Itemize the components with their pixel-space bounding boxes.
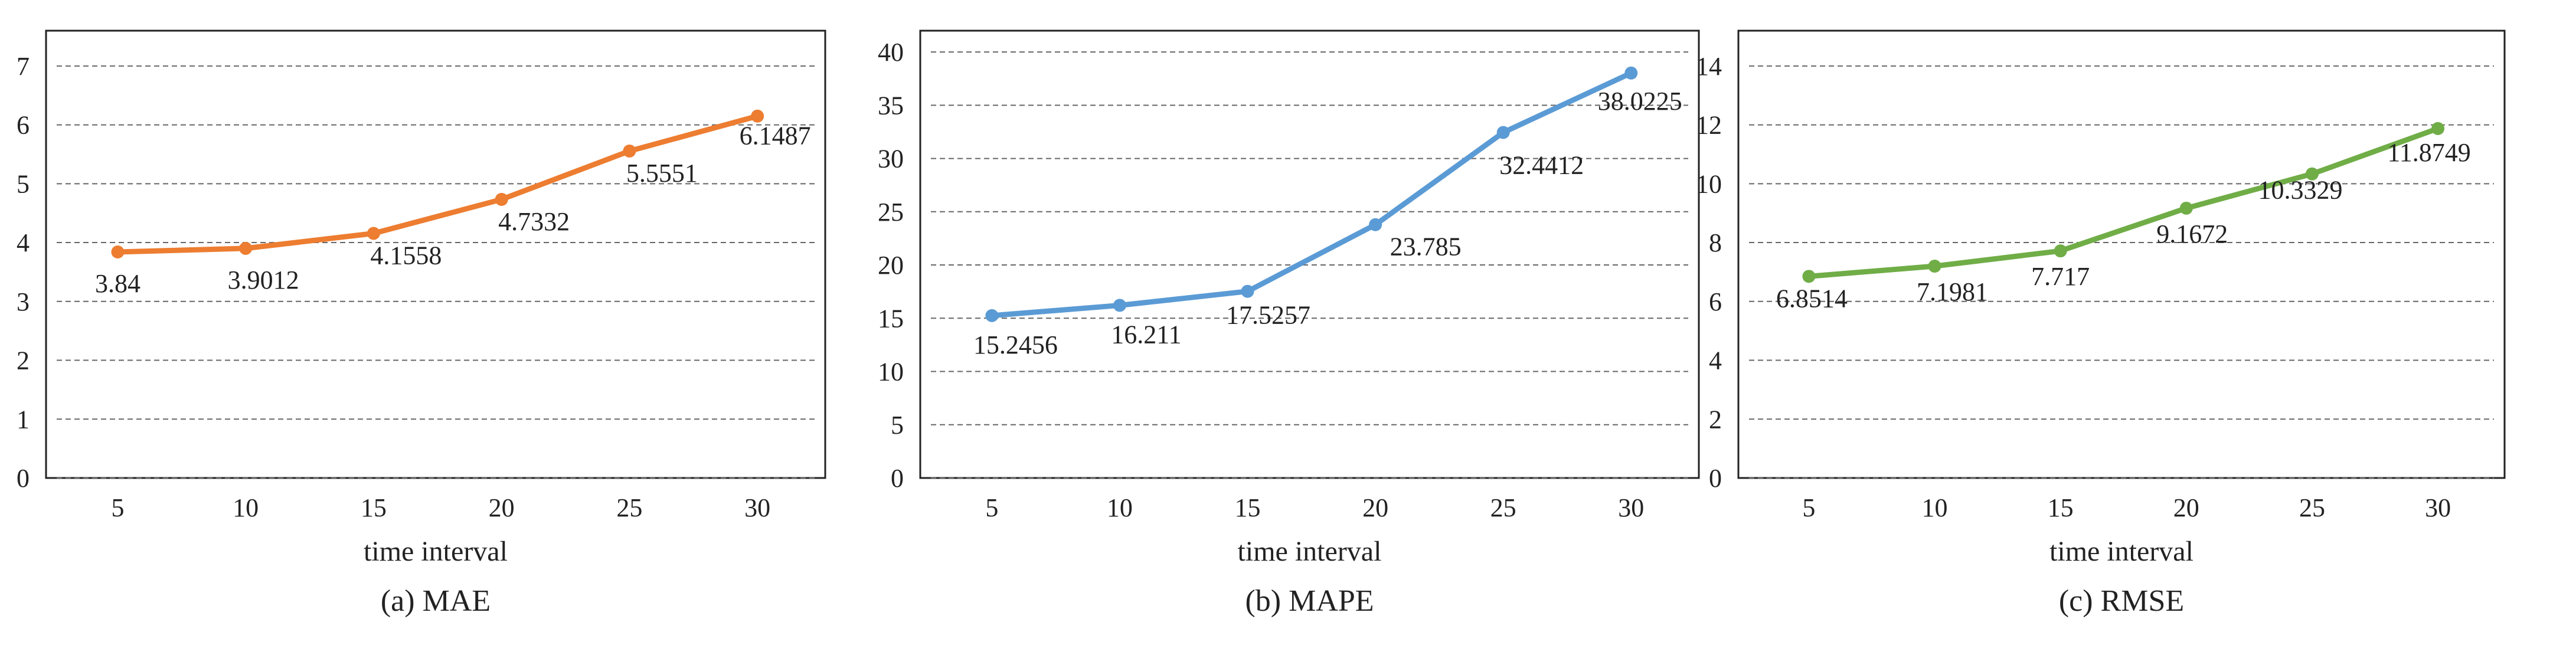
- panel-caption: (b) MAPE: [1245, 584, 1374, 618]
- y-tick-label: 10: [1696, 169, 1722, 198]
- data-label: 6.1487: [740, 122, 811, 150]
- y-tick-label: 8: [1709, 228, 1722, 257]
- y-tick-label: 3: [17, 287, 30, 316]
- series-line: [1806, 126, 2441, 279]
- y-tick-label: 14: [1696, 52, 1722, 81]
- data-label: 7.1981: [1917, 277, 1988, 306]
- x-tick-label: 10: [1107, 493, 1133, 522]
- y-tick-label: 5: [17, 169, 30, 198]
- data-label: 11.8749: [2387, 138, 2470, 167]
- data-point: [2431, 122, 2445, 135]
- data-label: 38.0225: [1598, 87, 1682, 116]
- y-tick-label: 4: [17, 228, 30, 257]
- y-tick-label: 2: [17, 346, 30, 375]
- y-tick-label: 25: [878, 198, 904, 227]
- data-label: 10.3329: [2258, 176, 2342, 205]
- y-tick-label: 2: [1709, 405, 1722, 434]
- data-point: [985, 309, 999, 322]
- data-label: 15.2456: [973, 330, 1058, 359]
- panel-caption: (a) MAE: [381, 584, 491, 618]
- y-tick-label: 0: [1709, 464, 1722, 493]
- x-tick-label: 15: [361, 493, 387, 522]
- y-tick-label: 20: [878, 251, 904, 280]
- data-point: [1113, 299, 1126, 312]
- data-label: 32.4412: [1499, 151, 1584, 180]
- y-tick-label: 1: [17, 405, 30, 434]
- x-tick-label: 10: [233, 493, 259, 522]
- y-tick-label: 6: [1709, 287, 1722, 316]
- panel-caption: (c) RMSE: [2059, 584, 2184, 618]
- data-point: [751, 109, 764, 123]
- data-label: 9.1672: [2156, 220, 2228, 248]
- y-tick-label: 12: [1696, 111, 1722, 140]
- x-axis-title: time interval: [364, 536, 508, 567]
- data-point: [1241, 284, 1254, 298]
- x-axis-title: time interval: [2049, 536, 2193, 567]
- data-point: [623, 144, 636, 158]
- x-tick-label: 30: [744, 493, 770, 522]
- y-tick-label: 0: [17, 464, 30, 493]
- x-tick-label: 30: [1618, 493, 1644, 522]
- data-point: [1369, 218, 1382, 231]
- y-tick-label: 5: [891, 411, 904, 440]
- plot-frame: [1737, 30, 2506, 479]
- data-label: 6.8514: [1776, 284, 1848, 313]
- data-point: [1802, 270, 1816, 283]
- data-point: [1496, 126, 1510, 139]
- data-label: 3.84: [95, 269, 140, 298]
- data-label: 3.9012: [228, 266, 299, 294]
- data-point: [1928, 260, 1941, 273]
- data-label: 23.785: [1390, 232, 1462, 261]
- x-tick-label: 25: [2299, 493, 2325, 522]
- x-tick-label: 20: [2173, 493, 2199, 522]
- y-tick-label: 35: [878, 91, 904, 120]
- x-tick-label: 5: [111, 493, 124, 522]
- y-tick-label: 7: [17, 52, 30, 81]
- data-point: [2305, 167, 2319, 181]
- x-tick-label: 20: [1362, 493, 1388, 522]
- y-tick-label: 15: [878, 304, 904, 333]
- y-tick-label: 0: [891, 464, 904, 493]
- y-tick-label: 10: [878, 358, 904, 387]
- x-tick-label: 10: [1922, 493, 1948, 522]
- x-tick-label: 25: [1490, 493, 1516, 522]
- data-point: [239, 241, 253, 255]
- data-label: 4.7332: [498, 207, 570, 236]
- data-point: [1624, 66, 1638, 80]
- data-point: [495, 192, 508, 206]
- y-tick-label: 6: [17, 111, 30, 140]
- data-point: [111, 245, 125, 259]
- x-tick-label: 5: [985, 493, 998, 522]
- x-tick-label: 25: [616, 493, 642, 522]
- data-label: 17.5257: [1226, 301, 1310, 330]
- x-tick-label: 5: [1802, 493, 1815, 522]
- plot-frame: [919, 30, 1700, 479]
- data-point: [367, 227, 380, 240]
- x-tick-label: 30: [2425, 493, 2451, 522]
- data-label: 5.5551: [626, 159, 698, 188]
- data-label: 4.1558: [370, 241, 442, 270]
- x-tick-label: 15: [1235, 493, 1261, 522]
- y-tick-label: 40: [878, 38, 904, 67]
- series-line: [989, 70, 1634, 319]
- data-label: 7.717: [2031, 262, 2090, 291]
- x-tick-label: 15: [2048, 493, 2074, 522]
- y-tick-label: 4: [1709, 346, 1722, 375]
- series-line: [115, 113, 760, 255]
- y-tick-label: 30: [878, 145, 904, 173]
- plot-frame: [45, 30, 826, 479]
- x-axis-title: time interval: [1238, 536, 1382, 567]
- x-tick-label: 20: [489, 493, 515, 522]
- data-point: [2179, 201, 2193, 215]
- data-point: [2054, 244, 2067, 258]
- data-label: 16.211: [1111, 320, 1181, 349]
